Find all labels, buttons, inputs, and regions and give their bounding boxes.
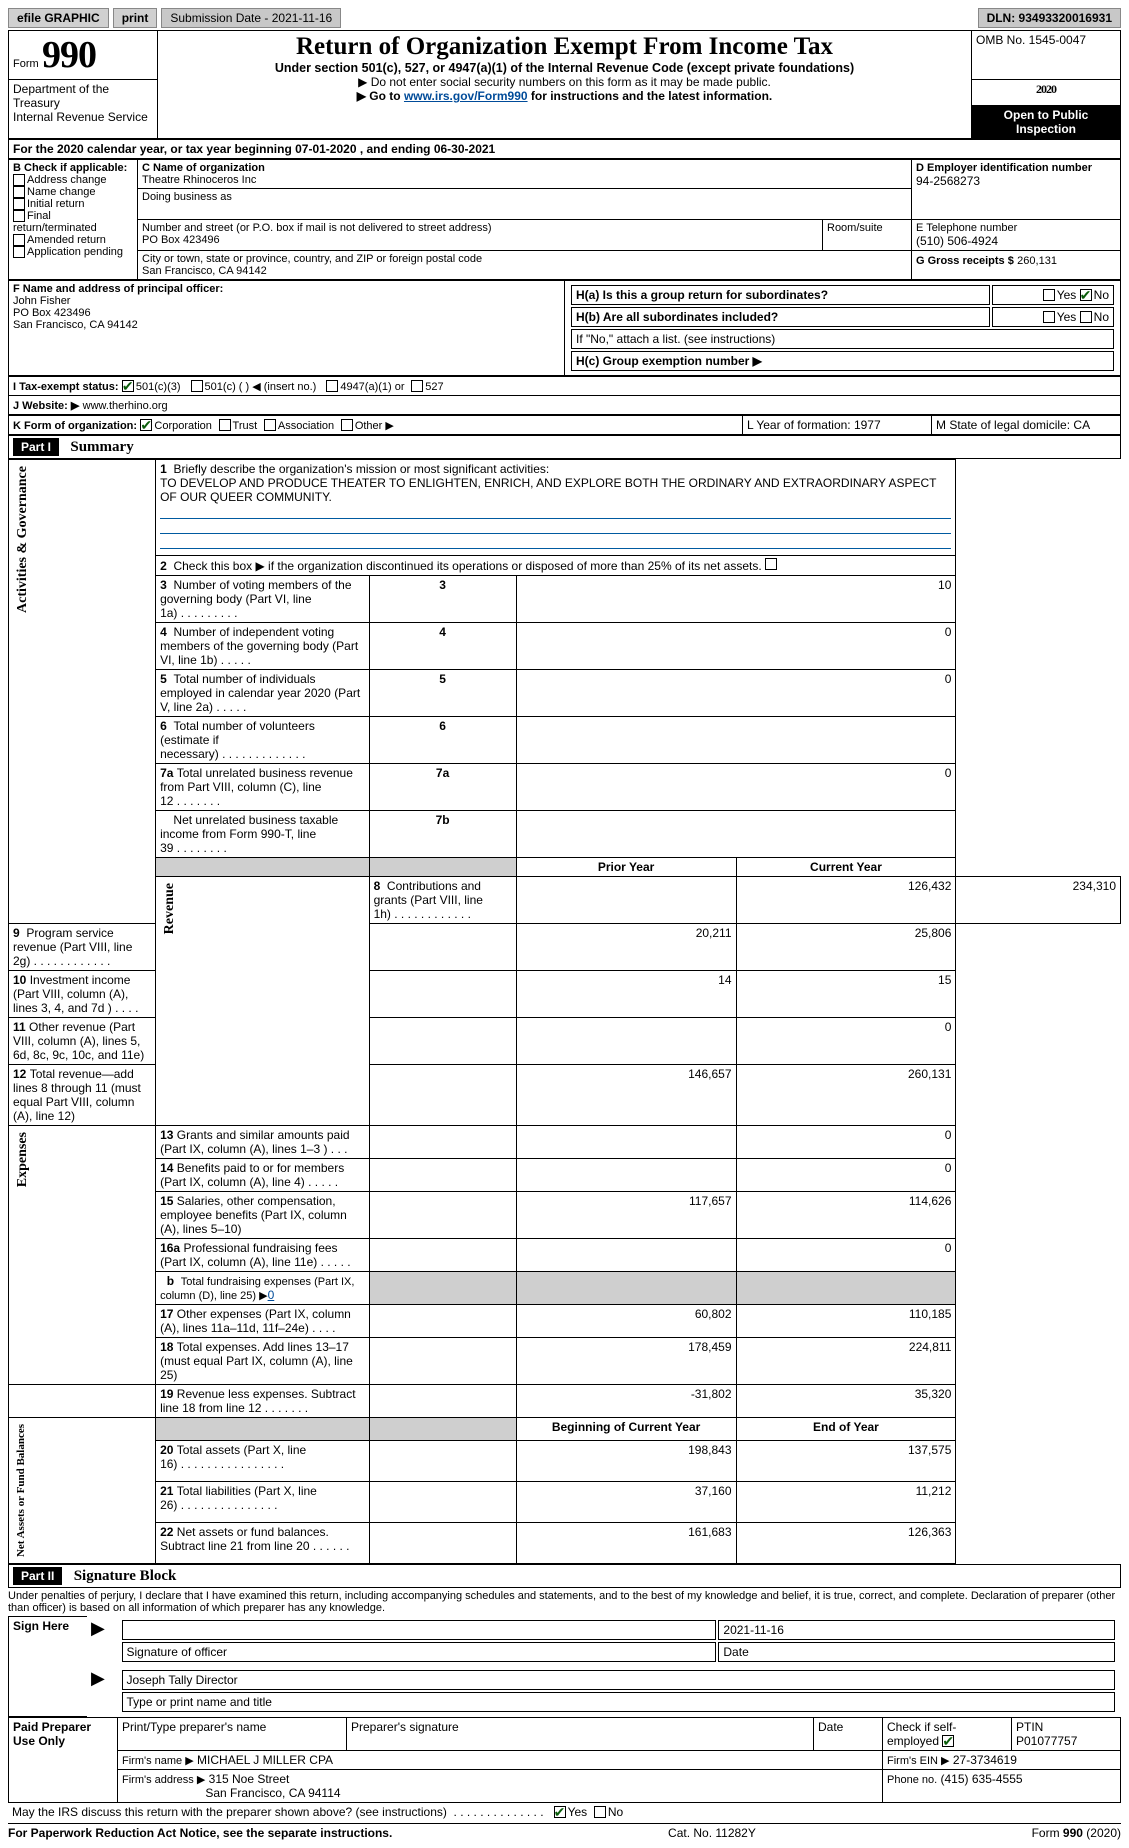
form-note2: ▶ Go to www.irs.gov/Form990 for instruct… xyxy=(162,89,967,103)
line-a: For the 2020 calendar year, or tax year … xyxy=(9,139,1121,158)
chk-527[interactable] xyxy=(411,380,423,392)
efile-button[interactable]: efile GRAPHIC xyxy=(8,8,109,28)
addr-label: Number and street (or P.O. box if mail i… xyxy=(142,222,818,234)
form-label: Form xyxy=(13,58,39,70)
chk-self-employed[interactable] xyxy=(942,1735,954,1747)
penalty-text: Under penalties of perjury, I declare th… xyxy=(8,1588,1121,1616)
page-footer: For Paperwork Reduction Act Notice, see … xyxy=(8,1823,1121,1840)
ha-no[interactable] xyxy=(1080,289,1092,301)
arrow-icon-2 xyxy=(87,1666,116,1716)
box-d-label: D Employer identification number xyxy=(916,162,1116,174)
hc-label: H(c) Group exemption number ▶ xyxy=(571,351,1114,371)
part1-title: Summary xyxy=(62,437,141,457)
ha-label: H(a) Is this a group return for subordin… xyxy=(576,288,828,302)
print-button[interactable]: print xyxy=(113,8,158,28)
dept-label: Department of the Treasury Internal Reve… xyxy=(9,80,158,139)
irs-link[interactable]: www.irs.gov/Form990 xyxy=(404,89,528,103)
preparer-table: Paid Preparer Use Only Print/Type prepar… xyxy=(8,1717,1121,1803)
part2-label: Part II xyxy=(13,1567,62,1585)
discuss-text: May the IRS discuss this return with the… xyxy=(12,1805,447,1819)
box-m: M State of legal domicile: CA xyxy=(932,415,1121,434)
chk-initial-return[interactable] xyxy=(13,198,25,210)
submission-date: Submission Date - 2021-11-16 xyxy=(161,8,341,28)
box-l: L Year of formation: 1977 xyxy=(743,415,932,434)
tax-year: 2020 xyxy=(972,80,1121,106)
signature-table: Sign Here 2021-11-16 Signature of office… xyxy=(8,1616,1121,1717)
box-b-label: B Check if applicable: xyxy=(13,162,133,174)
part2-title: Signature Block xyxy=(66,1566,185,1586)
chk-501c[interactable] xyxy=(191,380,203,392)
fundraising-link[interactable]: 0 xyxy=(268,1288,275,1302)
mission-text: TO DEVELOP AND PRODUCE THEATER TO ENLIGH… xyxy=(160,476,936,504)
chk-discontinued[interactable] xyxy=(765,558,777,570)
chk-name-change[interactable] xyxy=(13,186,25,198)
chk-assoc[interactable] xyxy=(264,419,276,431)
website-value: www.therhino.org xyxy=(83,400,168,412)
chk-address-change[interactable] xyxy=(13,174,25,186)
vlabel-governance: Activities & Governance xyxy=(13,462,33,617)
box-f-label: F Name and address of principal officer: xyxy=(13,283,560,295)
hb-note: If "No," attach a list. (see instruction… xyxy=(571,329,1114,349)
hb-label: H(b) Are all subordinates included? xyxy=(576,310,778,324)
form-number: 990 xyxy=(42,34,96,76)
dln-label: DLN: 93493320016931 xyxy=(978,8,1121,28)
hb-no[interactable] xyxy=(1080,311,1092,323)
open-to-public: Open to Public Inspection xyxy=(972,105,1121,138)
sign-here: Sign Here xyxy=(9,1616,88,1716)
chk-final-return[interactable] xyxy=(13,210,25,222)
box-c-label: C Name of organization xyxy=(142,162,907,174)
ha-yes[interactable] xyxy=(1043,289,1055,301)
sig-date: 2021-11-16 xyxy=(718,1620,1115,1640)
hb-yes[interactable] xyxy=(1043,311,1055,323)
gross-label: G Gross receipts $ xyxy=(916,255,1014,267)
top-bar: efile GRAPHIC print Submission Date - 20… xyxy=(8,8,1121,28)
city-value: San Francisco, CA 94142 xyxy=(142,265,907,277)
form-subtitle: Under section 501(c), 527, or 4947(a)(1)… xyxy=(162,61,967,75)
gross-value: 260,131 xyxy=(1017,255,1057,267)
phone-value: (510) 506-4924 xyxy=(916,234,1116,248)
chk-amended[interactable] xyxy=(13,234,25,246)
box-j-label: J Website: ▶ xyxy=(13,400,79,412)
chk-corp[interactable] xyxy=(140,419,152,431)
chk-other[interactable] xyxy=(341,419,353,431)
discuss-no[interactable] xyxy=(594,1806,606,1818)
phone-label: E Telephone number xyxy=(916,222,1116,234)
form-note1: ▶ Do not enter social security numbers o… xyxy=(162,75,967,89)
discuss-yes[interactable] xyxy=(554,1806,566,1818)
officer-name: Joseph Tally Director xyxy=(122,1670,1116,1690)
chk-pending-icon[interactable] xyxy=(13,246,25,258)
header-table: Form 990 Return of Organization Exempt F… xyxy=(8,30,1121,139)
org-name: Theatre Rhinoceros Inc xyxy=(142,174,907,186)
part1-label: Part I xyxy=(13,438,59,456)
part1-table: Activities & Governance 1 Briefly descri… xyxy=(8,459,1121,1564)
box-i-label: I Tax-exempt status: xyxy=(13,381,119,393)
identity-table: B Check if applicable: Address change Na… xyxy=(8,159,1121,280)
omb-label: OMB No. 1545-0047 xyxy=(972,31,1121,80)
vlabel-expenses: Expenses xyxy=(13,1128,33,1191)
city-label: City or town, state or province, country… xyxy=(142,253,907,265)
chk-trust[interactable] xyxy=(219,419,231,431)
paid-preparer-label: Paid Preparer Use Only xyxy=(9,1717,118,1802)
vlabel-revenue: Revenue xyxy=(160,879,180,938)
ein-value: 94-2568273 xyxy=(916,174,1116,188)
vlabel-netassets: Net Assets or Fund Balances xyxy=(13,1420,29,1561)
chk-4947[interactable] xyxy=(326,380,338,392)
room-label: Room/suite xyxy=(827,222,907,234)
chk-501c3[interactable] xyxy=(122,380,134,392)
arrow-icon xyxy=(87,1616,116,1666)
addr-value: PO Box 423496 xyxy=(142,234,818,246)
box-k-label: K Form of organization: xyxy=(13,420,137,432)
form-title: Return of Organization Exempt From Incom… xyxy=(162,33,967,61)
dba-label: Doing business as xyxy=(142,191,907,203)
